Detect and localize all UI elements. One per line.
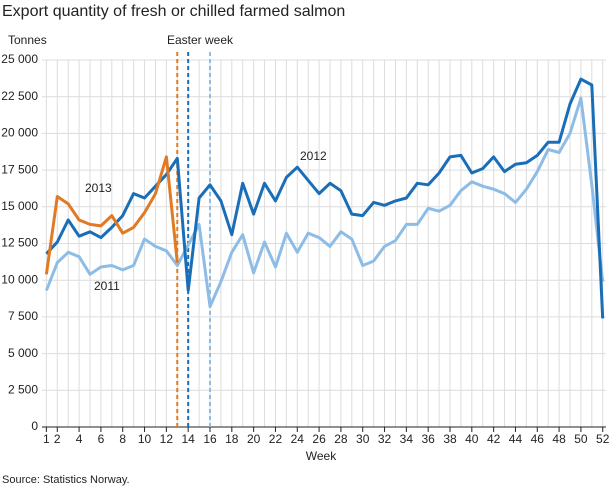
x-tick-label: 24: [291, 432, 305, 446]
series-label: 2011: [94, 279, 120, 293]
x-tick-label: 1: [43, 432, 50, 446]
x-tick-label: 16: [203, 432, 217, 446]
chart-title: Export quantity of fresh or chilled farm…: [2, 3, 345, 20]
y-tick-label: 12 500: [1, 236, 38, 250]
series-label: 2013: [85, 181, 112, 195]
y-axis-label: Tonnes: [8, 33, 47, 47]
x-tick-label: 46: [531, 432, 545, 446]
x-tick-label: 12: [160, 432, 174, 446]
x-tick-label: 40: [465, 432, 479, 446]
x-tick-label: 20: [247, 432, 261, 446]
annotation: Easter week: [167, 33, 234, 47]
x-tick-label: 36: [422, 432, 436, 446]
x-tick-label: 26: [312, 432, 326, 446]
x-tick-label: 4: [76, 432, 83, 446]
y-tick-label: 15 000: [1, 199, 38, 213]
series-line: [44, 155, 179, 275]
y-tick-label: 22 500: [1, 89, 38, 103]
source: Source: Statistics Norway.: [2, 474, 130, 486]
y-tick-label: 0: [31, 419, 38, 433]
y-tick-label: 20 000: [1, 126, 38, 140]
x-tick-label: 42: [487, 432, 501, 446]
x-tick-label: 30: [356, 432, 370, 446]
y-tick-label: 25 000: [1, 52, 38, 66]
y-tick-label: 17 500: [1, 162, 38, 176]
y-tick-label: 10 000: [1, 272, 38, 286]
y-tick-label: 2 500: [8, 382, 38, 396]
x-tick-label: 6: [98, 432, 105, 446]
x-tick-label: 14: [182, 432, 196, 446]
x-tick-label: 48: [552, 432, 566, 446]
x-tick-label: 50: [574, 432, 588, 446]
x-tick-label: 52: [596, 432, 610, 446]
x-tick-label: 10: [138, 432, 152, 446]
x-tick-label: 8: [119, 432, 126, 446]
x-tick-label: 38: [443, 432, 457, 446]
x-tick-label: 32: [378, 432, 392, 446]
x-tick-label: 2: [54, 432, 61, 446]
series-line: [45, 77, 605, 319]
x-tick-label: 18: [225, 432, 239, 446]
x-tick-label: 28: [334, 432, 348, 446]
series-label: 2012: [300, 149, 327, 163]
x-tick-label: 34: [400, 432, 414, 446]
x-tick-label: 22: [269, 432, 283, 446]
y-tick-label: 7 500: [8, 309, 38, 323]
series-line: [45, 96, 605, 309]
x-axis-label: Week: [306, 449, 337, 463]
y-tick-label: 5 000: [8, 346, 38, 360]
x-tick-label: 44: [509, 432, 523, 446]
